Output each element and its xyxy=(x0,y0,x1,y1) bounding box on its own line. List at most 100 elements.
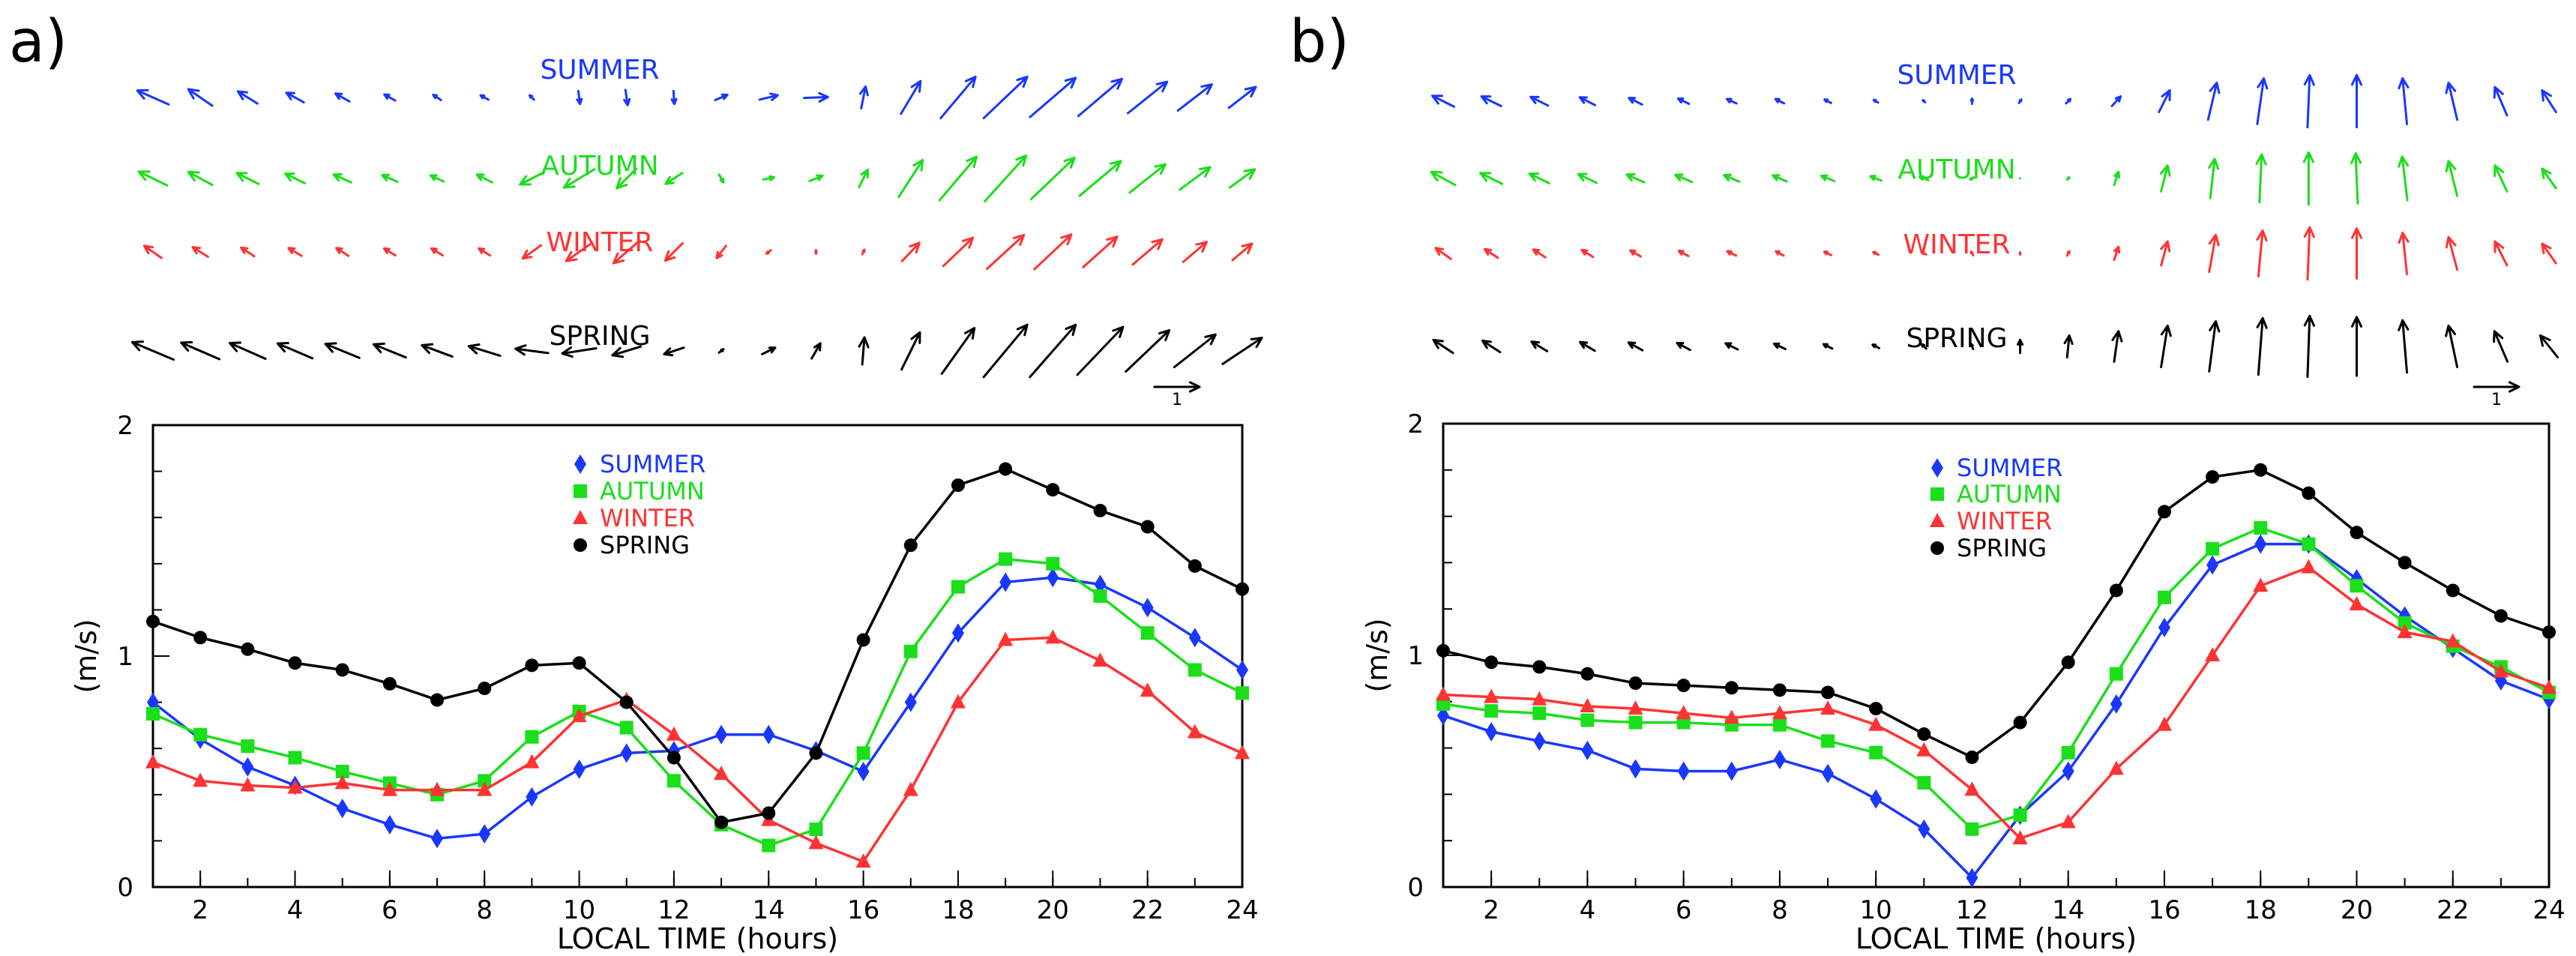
data-point xyxy=(1821,734,1835,748)
legend-marker xyxy=(574,484,587,498)
series-winter xyxy=(145,629,1250,868)
wind-arrow xyxy=(2303,314,2315,379)
data-point xyxy=(1532,706,1547,721)
data-point xyxy=(572,656,586,670)
data-point xyxy=(382,781,397,796)
wind-arrow xyxy=(2255,153,2267,204)
data-point xyxy=(714,815,729,829)
x-axis-label: LOCAL TIME (hours) xyxy=(557,922,838,955)
data-point xyxy=(382,676,397,691)
wind-arrow xyxy=(430,247,445,257)
legend-label: WINTER xyxy=(1957,507,2052,535)
wind-arrow xyxy=(2256,316,2268,376)
wind-arrow xyxy=(2302,151,2314,206)
wind-arrow xyxy=(1483,247,1499,259)
wind-arrow xyxy=(765,249,772,255)
wind-arrow xyxy=(2493,330,2509,363)
wind-arrow xyxy=(2539,334,2560,358)
wind-arrow xyxy=(900,331,921,371)
data-point xyxy=(1773,750,1786,770)
data-point xyxy=(193,772,208,787)
y-tick-label: 0 xyxy=(117,873,133,903)
wind-arrow xyxy=(191,246,209,258)
wind-row-winter xyxy=(142,233,1254,271)
wind-arrow xyxy=(478,247,492,257)
wind-arrow xyxy=(2398,155,2410,202)
wind-arrow xyxy=(1131,238,1164,266)
x-tick-label: 8 xyxy=(476,895,493,925)
data-point xyxy=(1628,715,1643,730)
wind-arrow xyxy=(1529,95,1550,107)
wind-arrow xyxy=(814,249,818,255)
wind-arrow xyxy=(663,241,684,262)
series-spring xyxy=(146,462,1249,829)
data-point xyxy=(2302,486,2316,500)
data-point xyxy=(1676,705,1691,720)
data-point xyxy=(666,751,681,765)
wind-row-autumn xyxy=(1430,151,2557,206)
data-point xyxy=(1917,775,1931,790)
wind-arrow xyxy=(1772,174,1788,183)
wind-arrow xyxy=(1725,97,1738,105)
data-point xyxy=(1580,667,1595,681)
wind-row-label: SUMMER xyxy=(1897,60,2016,91)
wind-arrow xyxy=(1481,339,1502,354)
data-point xyxy=(2494,609,2508,623)
x-tick-label: 24 xyxy=(1226,895,1258,925)
data-point xyxy=(762,838,776,853)
data-point xyxy=(999,552,1013,566)
data-point xyxy=(1046,483,1060,497)
wind-arrow xyxy=(1221,337,1263,365)
wind-row-autumn xyxy=(137,154,1257,202)
data-point xyxy=(2158,617,2170,637)
wind-arrow xyxy=(187,88,214,107)
data-point xyxy=(1484,688,1499,703)
series-autumn xyxy=(1436,521,2556,836)
wind-arrow xyxy=(2445,324,2459,369)
x-axis-label: LOCAL TIME (hours) xyxy=(1856,922,2137,955)
x-tick-label: 16 xyxy=(847,895,879,925)
wind-row-summer xyxy=(136,75,1257,120)
data-point xyxy=(334,775,350,790)
data-point xyxy=(145,754,160,769)
data-point xyxy=(1580,713,1595,727)
data-point xyxy=(2110,694,2122,714)
wind-arrow xyxy=(1577,172,1598,184)
x-tick-label: 14 xyxy=(753,895,785,925)
wind-row-label: AUTUMN xyxy=(1898,154,2015,185)
wind-arrow xyxy=(2398,319,2410,374)
wind-arrow xyxy=(2160,240,2171,267)
data-point xyxy=(2445,633,2461,648)
wind-arrow xyxy=(2541,167,2557,190)
wind-arrow xyxy=(1530,340,1549,352)
data-point xyxy=(1485,721,1498,742)
data-point xyxy=(146,614,160,628)
wind-arrow xyxy=(1823,250,1833,256)
data-point xyxy=(1821,685,1835,700)
wind-row-winter xyxy=(1434,226,2557,281)
x-tick-label: 18 xyxy=(942,895,974,925)
x-tick-label: 4 xyxy=(287,895,304,925)
data-point xyxy=(2012,830,2028,845)
x-tick-label: 16 xyxy=(2148,895,2180,925)
legend-label: WINTER xyxy=(600,504,695,532)
wind-arrow xyxy=(940,327,976,375)
wind-arrow xyxy=(1724,342,1739,351)
wind-arrow xyxy=(1871,343,1881,349)
data-point xyxy=(1532,660,1547,674)
data-point xyxy=(762,806,776,820)
data-point xyxy=(2254,534,2267,554)
data-point xyxy=(1188,628,1201,648)
wind-arrow xyxy=(2206,81,2221,121)
wind-arrow xyxy=(982,75,1029,120)
data-point xyxy=(1772,718,1787,732)
wind-arrow xyxy=(900,241,921,262)
data-point xyxy=(573,759,586,779)
data-point xyxy=(714,766,729,781)
data-point xyxy=(2206,555,2219,575)
data-point xyxy=(1724,709,1739,724)
wind-arrow xyxy=(1580,248,1595,259)
data-point xyxy=(2254,463,2268,477)
data-point xyxy=(809,746,823,760)
